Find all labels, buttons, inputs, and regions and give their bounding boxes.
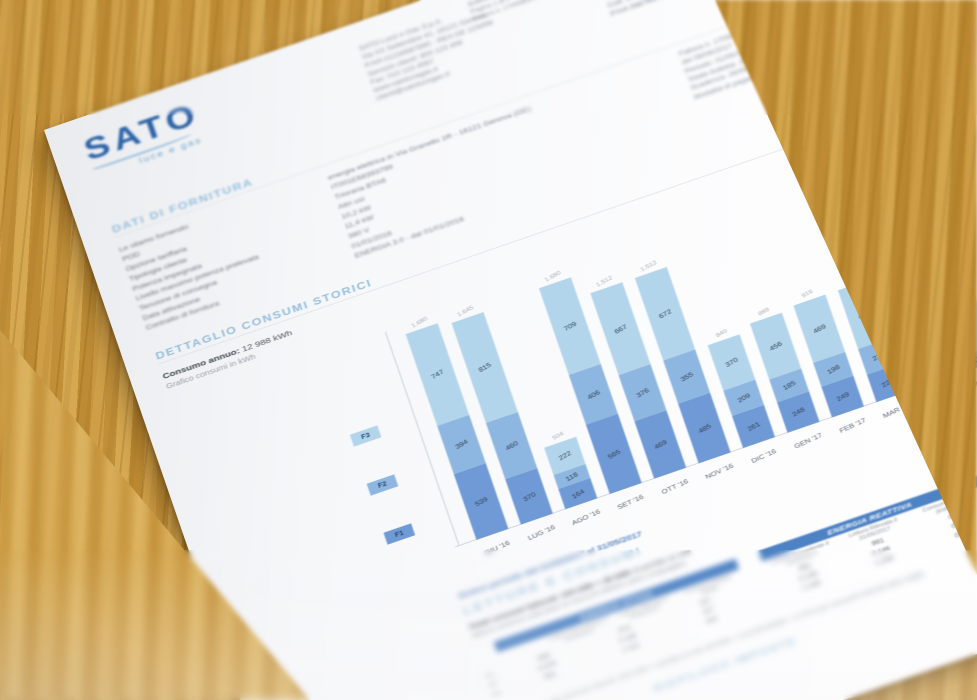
- bar-segment-f1: 539: [453, 462, 509, 540]
- x-axis-label: APR '17: [926, 385, 957, 404]
- x-axis-label: NOV '16: [703, 461, 735, 481]
- bar-segment-f1: 469: [634, 410, 687, 479]
- x-axis-label: OTT '16: [660, 477, 690, 496]
- legend-swatch-f3: F3: [349, 425, 382, 447]
- x-axis-label: GEN '17: [792, 431, 824, 451]
- legend-swatch-f1: F1: [383, 523, 416, 545]
- x-axis-label: FEB '17: [837, 416, 868, 435]
- bar-segment-f1: 565: [585, 413, 642, 495]
- bar-segment-f2: 460: [485, 411, 538, 480]
- x-axis-label: DIC '16: [749, 447, 778, 465]
- bar-segment-f3: 456: [750, 312, 802, 380]
- sender-address-block: SATO Luce e Gas S.p.A. Via XX Settembre 4…: [358, 1, 506, 103]
- recipient-address-block: ROSSI COSTRUZIONI SRLVIA GRANELLO 1R1612…: [598, 0, 707, 19]
- bar-segment-f3: 469: [793, 294, 846, 363]
- legend-swatch-f2: F2: [366, 474, 399, 496]
- x-axis-label: GIU '16: [483, 538, 511, 557]
- bar-segment-f1: 370: [505, 468, 553, 525]
- x-axis-label: SET '16: [615, 492, 645, 511]
- sato-logo: SATO luce e gas: [80, 97, 208, 181]
- bar-ago-16: 222 118 164: [544, 436, 598, 510]
- bar-segment-f3: 417: [942, 294, 977, 357]
- x-axis-label: MAR '17: [881, 400, 913, 420]
- bar-segment-f1: 485: [678, 392, 731, 464]
- x-axis-label: AGO '16: [570, 507, 602, 527]
- bar-segment-f3: 477: [837, 279, 891, 349]
- x-axis-label: LUG '16: [526, 523, 557, 542]
